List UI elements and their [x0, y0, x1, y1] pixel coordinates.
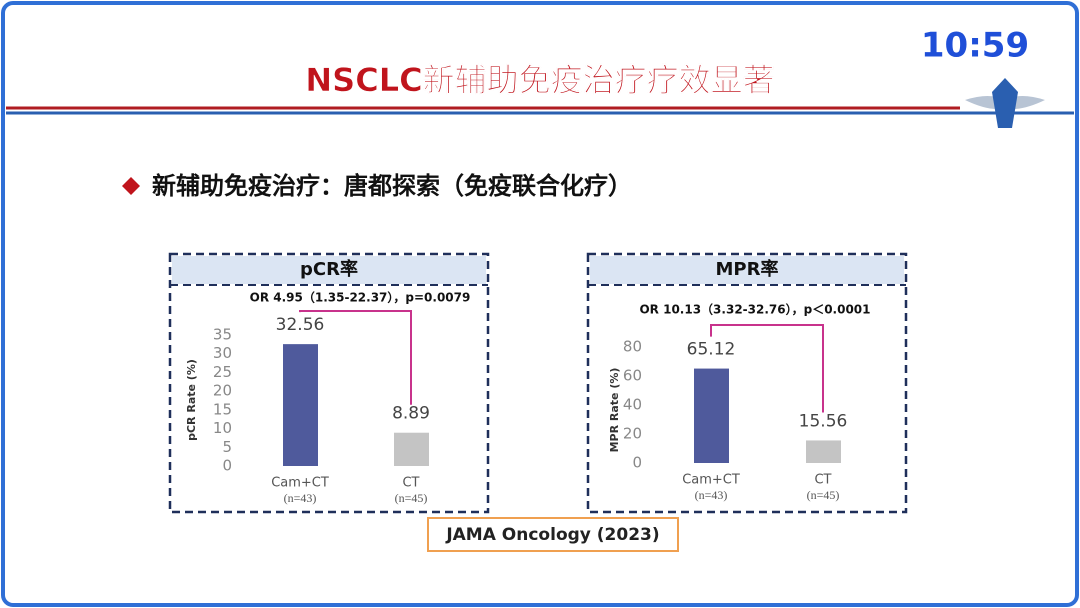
citation-box	[427, 517, 679, 552]
chart-box	[168, 252, 490, 514]
sample-size: (n=43)	[695, 488, 728, 502]
chart-header	[590, 256, 904, 284]
sample-size: (n=45)	[807, 488, 840, 502]
bar	[283, 344, 318, 466]
bar	[806, 440, 841, 463]
bullet	[122, 177, 140, 195]
annotation: OR 10.13（3.32-32.76），p＜0.0001	[639, 302, 870, 317]
y-tick-label: 15	[213, 400, 232, 418]
chart-header	[172, 256, 486, 284]
y-tick-label: 80	[623, 338, 642, 356]
clock: 10:59	[921, 26, 1029, 66]
y-tick-label: 5	[222, 438, 232, 456]
x-tick-label: Cam+CT	[682, 473, 740, 488]
value-label: 32.56	[276, 315, 325, 335]
bar	[394, 432, 429, 466]
sample-size: (n=43)	[284, 491, 317, 505]
y-tick-label: 20	[213, 382, 232, 400]
y-tick-label: 10	[213, 419, 232, 437]
y-tick-label: 60	[623, 367, 642, 385]
y-axis-title: MPR Rate (%)	[608, 368, 621, 453]
x-tick-label: CT	[814, 473, 831, 488]
logo	[965, 78, 1045, 128]
annotation: OR 4.95（1.35-22.37），p=0.0079	[250, 290, 471, 305]
chart-title: pCR率	[300, 258, 358, 280]
y-tick-label: 0	[632, 454, 642, 472]
sample-size: (n=45)	[395, 491, 428, 505]
significance-bracket	[710, 324, 824, 413]
y-tick-label: 30	[213, 344, 232, 362]
chart-box	[586, 252, 908, 514]
citation: JAMA Oncology (2023)	[445, 525, 659, 545]
y-tick-label: 20	[623, 425, 642, 443]
chart-title: MPR率	[716, 258, 779, 280]
y-tick-label: 25	[213, 363, 232, 381]
y-tick-label: 40	[623, 396, 642, 414]
slide-title: NSCLC新辅助免疫治疗疗效显著	[305, 61, 774, 99]
value-label: 15.56	[799, 411, 848, 431]
x-tick-label: Cam+CT	[271, 476, 329, 491]
subtitle: 新辅助免疫治疗：唐都探索（免疫联合化疗）	[152, 172, 632, 200]
x-tick-label: CT	[402, 476, 419, 491]
bar	[694, 368, 729, 463]
y-tick-label: 0	[222, 457, 232, 475]
value-label: 65.12	[687, 340, 736, 360]
y-tick-label: 35	[213, 326, 232, 344]
significance-bracket	[299, 310, 412, 405]
value-label: 8.89	[392, 404, 430, 424]
y-axis-title: pCR Rate (%)	[185, 359, 198, 441]
